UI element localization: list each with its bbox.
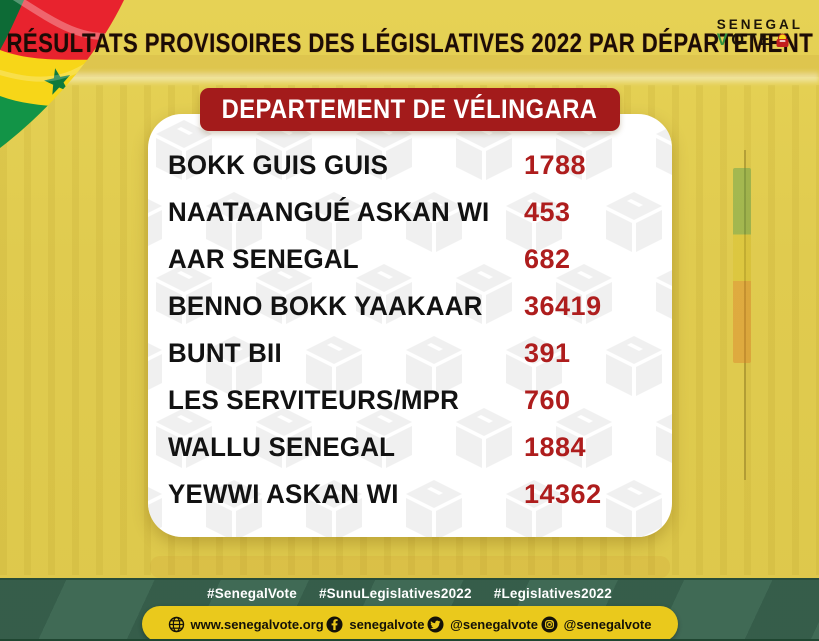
logo-line2: V OTE [716, 31, 803, 50]
hashtag: #SenegalVote [207, 586, 297, 601]
table-row: WALLU SENEGAL 1884 [168, 432, 652, 463]
facebook-link[interactable]: senegalvote [326, 616, 425, 633]
vote-count: 453 [524, 197, 571, 227]
vote-count: 14362 [524, 479, 602, 509]
twitter-label: @senegalvote [450, 616, 538, 632]
light-streak [0, 70, 819, 85]
instagram-icon [541, 616, 558, 632]
instagram-link[interactable]: @senegalvote [541, 616, 652, 633]
twitter-icon [427, 616, 444, 632]
table-row: NAATAANGUÉ ASKAN WI 453 [168, 197, 652, 228]
footer: #SenegalVote #SunuLegislatives2022 #Legi… [0, 578, 819, 641]
globe-icon [168, 616, 184, 632]
department-banner-label: DEPARTEMENT DE VÉLINGARA [222, 94, 598, 124]
table-row: YEWWI ASKAN WI 14362 [168, 479, 652, 510]
table-row: LES SERVITEURS/MPR 760 [168, 385, 652, 416]
hashtag: #Legislatives2022 [493, 586, 612, 601]
twitter-link[interactable]: @senegalvote [427, 616, 538, 633]
logo-v: V [716, 31, 731, 50]
logo-line1: SENEGAL [716, 17, 803, 32]
vote-count: 1788 [524, 150, 587, 180]
party-name: BUNT BII [168, 338, 282, 368]
hashtag-row: #SenegalVote #SunuLegislatives2022 #Legi… [0, 586, 819, 601]
party-name: NAATAANGUÉ ASKAN WI [168, 197, 490, 227]
bushes-backdrop [150, 556, 670, 578]
page-title-text: RÉSULTATS PROVISOIRES DES LÉGISLATIVES 2… [6, 27, 813, 58]
logo-ote: OTE [731, 31, 773, 50]
flagpole [744, 150, 746, 480]
vote-count: 682 [524, 244, 571, 274]
facebook-icon [326, 616, 343, 632]
social-bar: www.senegalvote.org senegalvote @senegal… [141, 606, 678, 641]
results-card: BOKK GUIS GUIS 1788 NAATAANGUÉ ASKAN WI … [148, 114, 672, 537]
table-row: BENNO BOKK YAAKAAR 36419 [168, 291, 652, 322]
party-name: LES SERVITEURS/MPR [168, 385, 460, 415]
senegal-vote-logo: SENEGAL V OTE [716, 17, 803, 50]
website-label: www.senegalvote.org [190, 616, 324, 632]
table-row: AAR SENEGAL 682 [168, 244, 652, 275]
vote-count: 760 [524, 385, 571, 415]
hashtag: #SunuLegislatives2022 [318, 586, 472, 601]
table-row: BUNT BII 391 [168, 338, 652, 369]
hanging-senegal-banner [733, 168, 751, 363]
department-banner: DEPARTEMENT DE VÉLINGARA [200, 88, 620, 131]
vote-count: 1884 [524, 432, 587, 462]
party-name: WALLU SENEGAL [168, 432, 396, 462]
party-name: BOKK GUIS GUIS [168, 150, 389, 180]
party-name: BENNO BOKK YAAKAAR [168, 291, 483, 321]
party-name: YEWWI ASKAN WI [168, 479, 399, 509]
page-title: RÉSULTATS PROVISOIRES DES LÉGISLATIVES 2… [0, 24, 819, 62]
vote-count: 391 [524, 338, 571, 368]
instagram-label: @senegalvote [563, 616, 652, 632]
ballot-box-icon [776, 33, 789, 48]
website-link[interactable]: www.senegalvote.org [168, 616, 324, 633]
vote-count: 36419 [524, 291, 602, 321]
table-row: BOKK GUIS GUIS 1788 [168, 150, 652, 181]
party-name: AAR SENEGAL [168, 244, 359, 274]
results-list: BOKK GUIS GUIS 1788 NAATAANGUÉ ASKAN WI … [168, 150, 652, 510]
senegal-flag-corner-icon [0, 0, 138, 158]
ballot-box-watermark-pattern [148, 114, 672, 537]
facebook-label: senegalvote [349, 616, 425, 632]
